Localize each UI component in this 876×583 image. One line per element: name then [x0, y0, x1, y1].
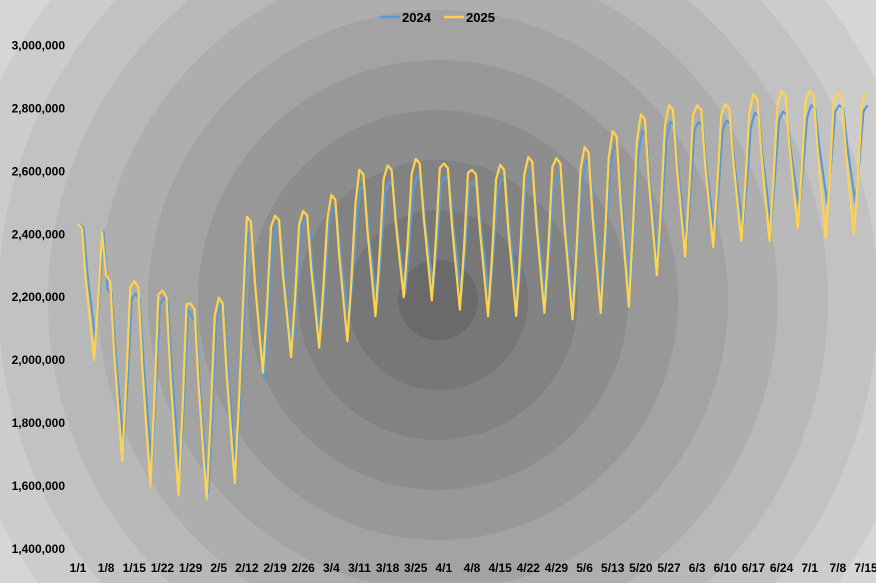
- x-tick-label: 2/26: [291, 561, 315, 575]
- x-axis-tick-labels: 1/1 1/8 1/15 1/22 1/29 2/5 2/12 2/19 2/26 3/4 3/11…: [70, 561, 876, 575]
- x-tick-label: 7/8: [830, 561, 847, 575]
- series-lines: [77, 89, 869, 500]
- x-tick-label: 1/15: [123, 561, 147, 575]
- y-tick-label: 1,800,000: [12, 416, 66, 430]
- x-tick-label: 4/15: [488, 561, 512, 575]
- legend: 2024 2025: [380, 10, 495, 25]
- y-tick-label: 1,400,000: [12, 542, 66, 556]
- x-tick-label: 1/29: [179, 561, 203, 575]
- x-tick-label: 4/29: [545, 561, 569, 575]
- x-tick-label: 1/1: [70, 561, 87, 575]
- x-tick-label: 2/19: [263, 561, 287, 575]
- y-tick-label: 1,600,000: [12, 479, 66, 493]
- x-tick-label: 3/25: [404, 561, 428, 575]
- x-tick-label: 4/8: [464, 561, 481, 575]
- x-tick-label: 5/20: [629, 561, 653, 575]
- legend-label-2024: 2024: [402, 10, 432, 25]
- x-tick-label: 3/4: [323, 561, 340, 575]
- x-tick-label: 5/6: [576, 561, 593, 575]
- x-tick-label: 5/13: [601, 561, 625, 575]
- y-tick-label: 2,400,000: [12, 227, 66, 241]
- series-line-2025: [77, 89, 868, 500]
- y-axis-tick-labels: 1,400,000 1,600,000 1,800,000 2,000,000 2,20…: [12, 38, 66, 556]
- x-tick-label: 6/17: [742, 561, 766, 575]
- x-tick-label: 2/12: [235, 561, 259, 575]
- x-tick-label: 7/1: [801, 561, 818, 575]
- x-tick-label: 4/1: [436, 561, 453, 575]
- y-tick-label: 2,000,000: [12, 353, 66, 367]
- x-tick-label: 6/3: [689, 561, 706, 575]
- y-tick-label: 2,600,000: [12, 164, 66, 178]
- series-line-2024: [78, 104, 869, 494]
- x-tick-label: 5/27: [657, 561, 681, 575]
- x-tick-label: 4/22: [517, 561, 541, 575]
- x-tick-label: 3/11: [348, 561, 371, 575]
- y-tick-label: 2,200,000: [12, 290, 66, 304]
- x-tick-label: 1/8: [98, 561, 115, 575]
- x-tick-label: 1/22: [151, 561, 175, 575]
- x-tick-label: 6/10: [714, 561, 738, 575]
- x-tick-label: 3/18: [376, 561, 400, 575]
- y-tick-label: 2,800,000: [12, 101, 66, 115]
- legend-label-2025: 2025: [466, 10, 495, 25]
- x-tick-label: 6/24: [770, 561, 794, 575]
- y-tick-label: 3,000,000: [12, 38, 66, 52]
- x-tick-label: 2/5: [210, 561, 227, 575]
- x-tick-label: 7/15: [854, 561, 876, 575]
